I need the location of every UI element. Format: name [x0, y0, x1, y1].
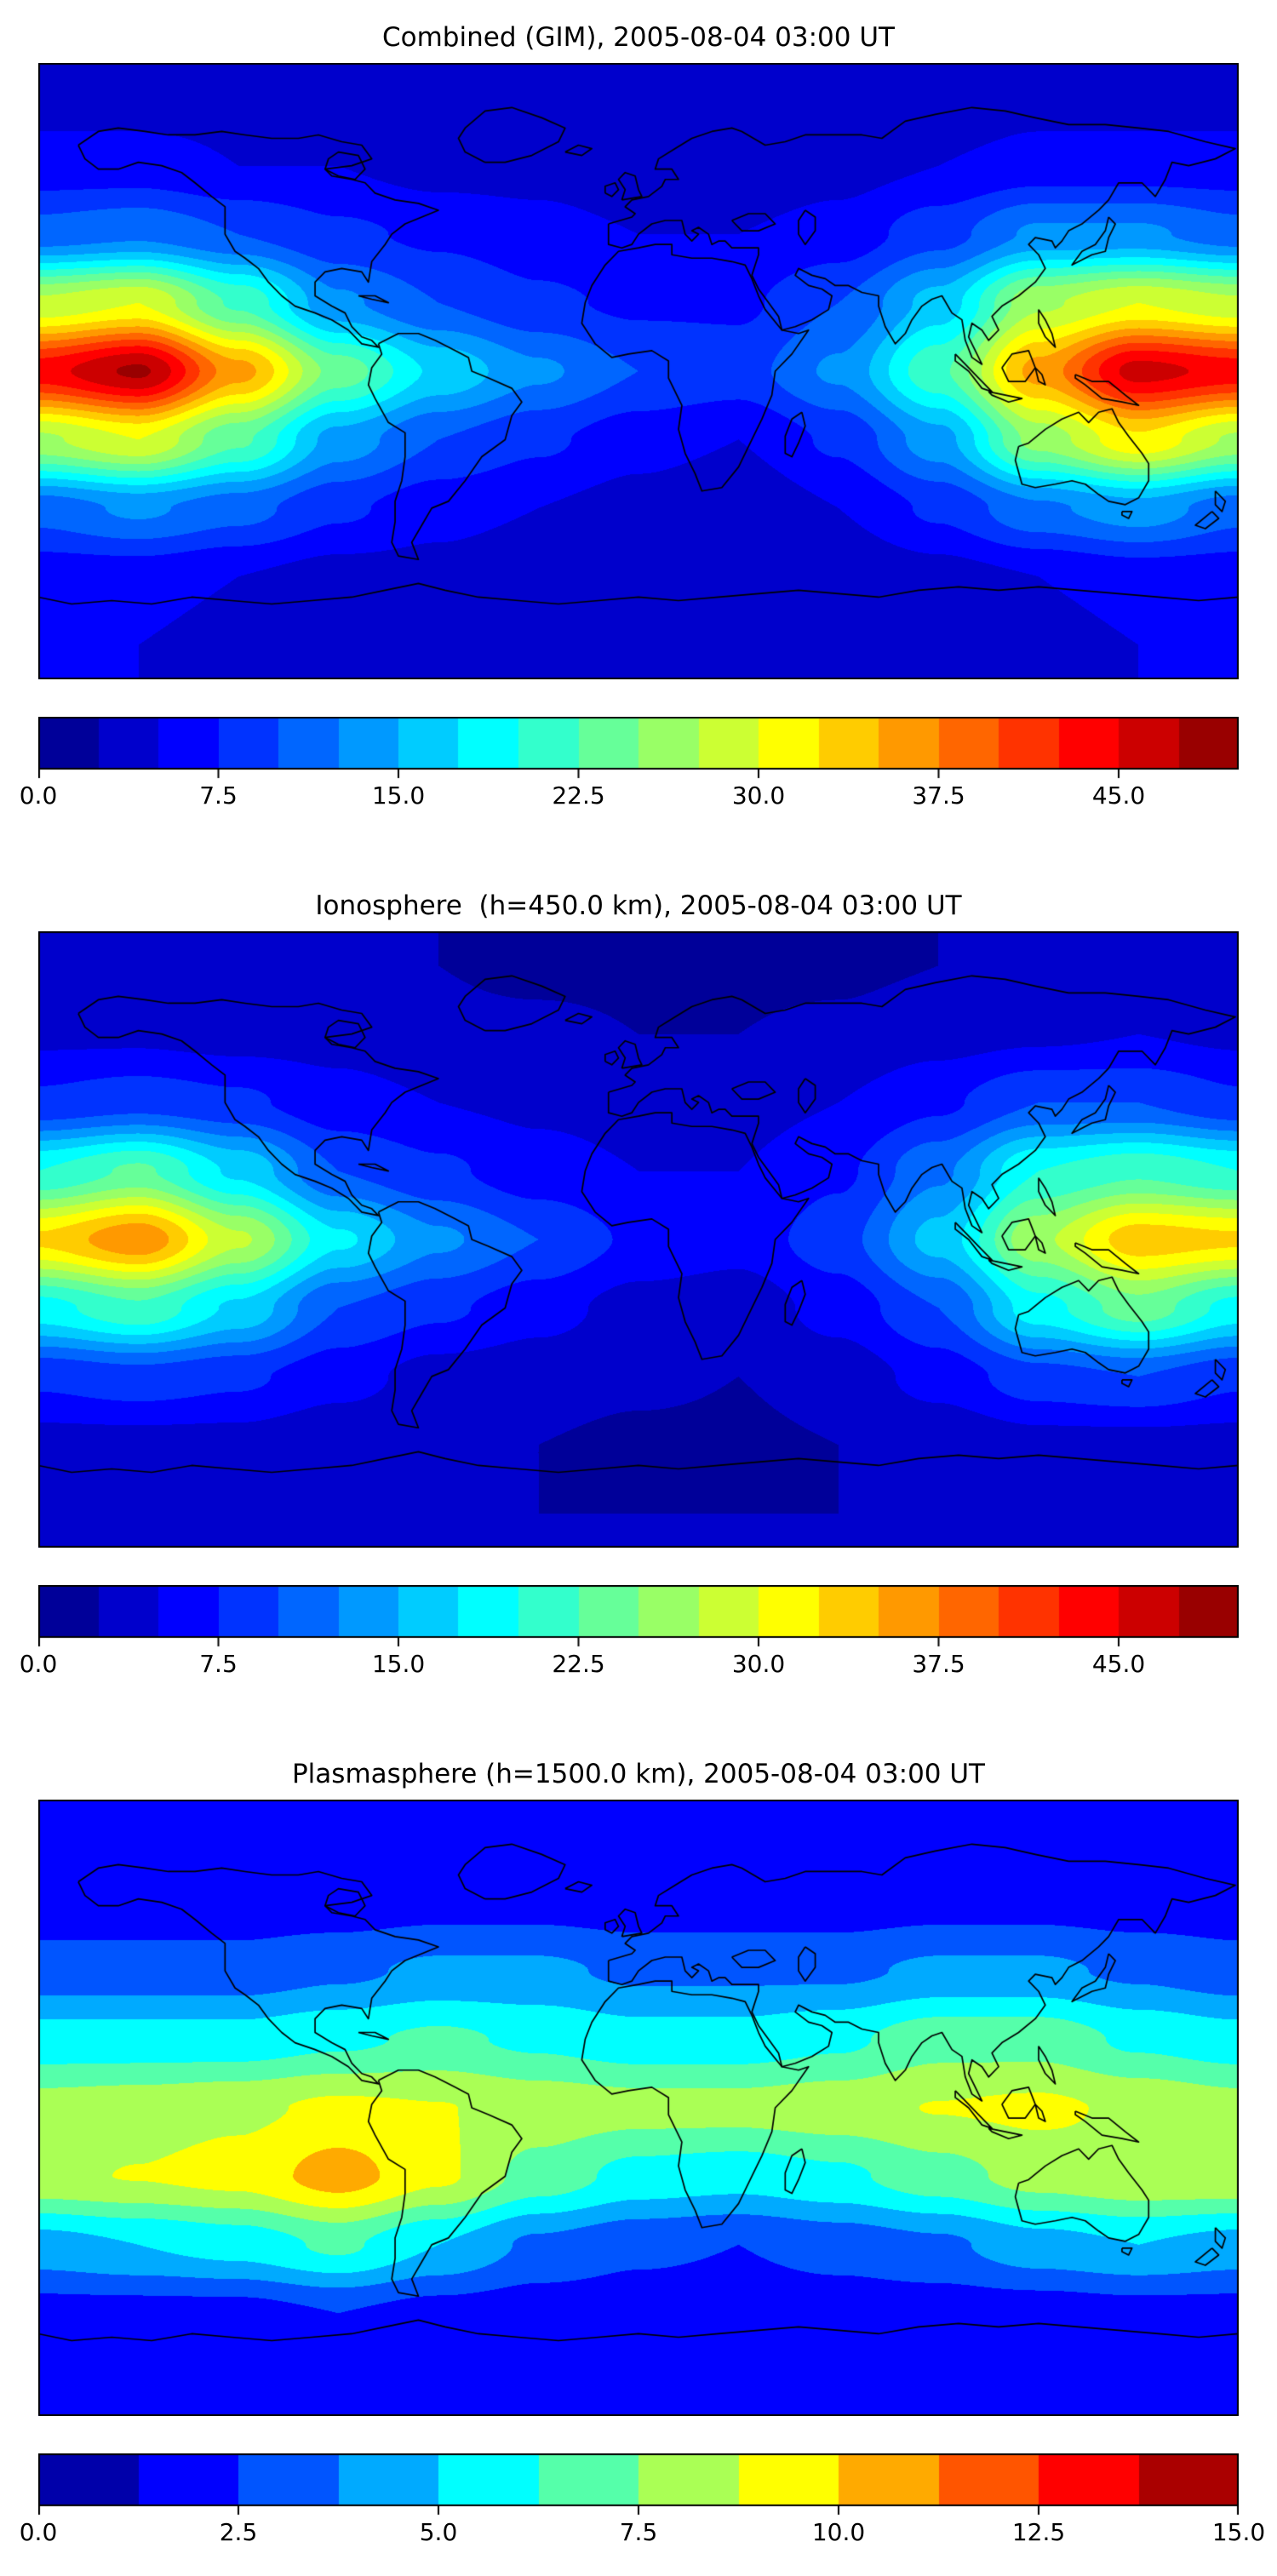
colorbar-tick-label: 22.5: [552, 781, 605, 810]
panel-title-plasmasphere: Plasmasphere (h=1500.0 km), 2005-08-04 0…: [291, 1759, 985, 1789]
colorbar-area-ionosphere: [38, 1585, 1239, 1648]
panel-title-combined: Combined (GIM), 2005-08-04 03:00 UT: [382, 22, 895, 53]
map-canvas-ionosphere: [38, 931, 1239, 1548]
colorbar-tick-label: 15.0: [371, 781, 426, 810]
colorbar-tick-label: 0.0: [19, 1650, 58, 1678]
colorbar-plasmasphere: [38, 2453, 1239, 2516]
panel-plasmasphere: Plasmasphere (h=1500.0 km), 2005-08-04 0…: [0, 1759, 1277, 2549]
colorbar-tick-label: 30.0: [731, 1650, 786, 1678]
colorbar-tick-label: 22.5: [552, 1650, 605, 1678]
colorbar-tick-label: 0.0: [19, 2518, 58, 2546]
colorbar-tick-label: 37.5: [912, 781, 965, 810]
colorbar-area-combined: [38, 717, 1239, 780]
panel-title-ionosphere: Ionosphere (h=450.0 km), 2005-08-04 03:0…: [315, 890, 962, 921]
colorbar-ionosphere: [38, 1585, 1239, 1648]
colorbar-tick-label: 37.5: [912, 1650, 965, 1678]
map-ionosphere: [38, 931, 1239, 1548]
colorbar-tick-label: 45.0: [1091, 1650, 1146, 1678]
map-combined: [38, 63, 1239, 679]
colorbar-tick-label: 15.0: [371, 1650, 426, 1678]
map-canvas-combined: [38, 63, 1239, 679]
colorbar-ticks-combined: 0.0 7.5 15.0 22.5 30.0 37.5 45.0: [20, 780, 1239, 812]
colorbar-tick-label: 45.0: [1091, 781, 1146, 810]
map-canvas-plasmasphere: [38, 1800, 1239, 2416]
figure: Combined (GIM), 2005-08-04 03:00 UT 0.0 7…: [0, 22, 1277, 2576]
colorbar-tick-label: 10.0: [811, 2518, 866, 2546]
colorbar-ticks-plasmasphere: 0.0 2.5 5.0 7.5 10.0 12.5 15.0: [20, 2516, 1265, 2549]
map-plasmasphere: [38, 1800, 1239, 2416]
colorbar-tick-label: 7.5: [199, 1650, 238, 1678]
colorbar-tick-label: 0.0: [19, 781, 58, 810]
panel-ionosphere: Ionosphere (h=450.0 km), 2005-08-04 03:0…: [0, 890, 1277, 1680]
colorbar-tick-label: 5.0: [419, 2518, 458, 2546]
colorbar-tick-label: 7.5: [619, 2518, 658, 2546]
colorbar-tick-label: 30.0: [731, 781, 786, 810]
panel-combined: Combined (GIM), 2005-08-04 03:00 UT 0.0 7…: [0, 22, 1277, 812]
colorbar-area-plasmasphere: [38, 2453, 1239, 2516]
colorbar-tick-label: 7.5: [199, 781, 238, 810]
colorbar-ticks-ionosphere: 0.0 7.5 15.0 22.5 30.0 37.5 45.0: [20, 1648, 1239, 1680]
colorbar-tick-label: 15.0: [1211, 2518, 1266, 2546]
colorbar-combined: [38, 717, 1239, 780]
colorbar-tick-label: 2.5: [219, 2518, 258, 2546]
colorbar-tick-label: 12.5: [1011, 2518, 1066, 2546]
